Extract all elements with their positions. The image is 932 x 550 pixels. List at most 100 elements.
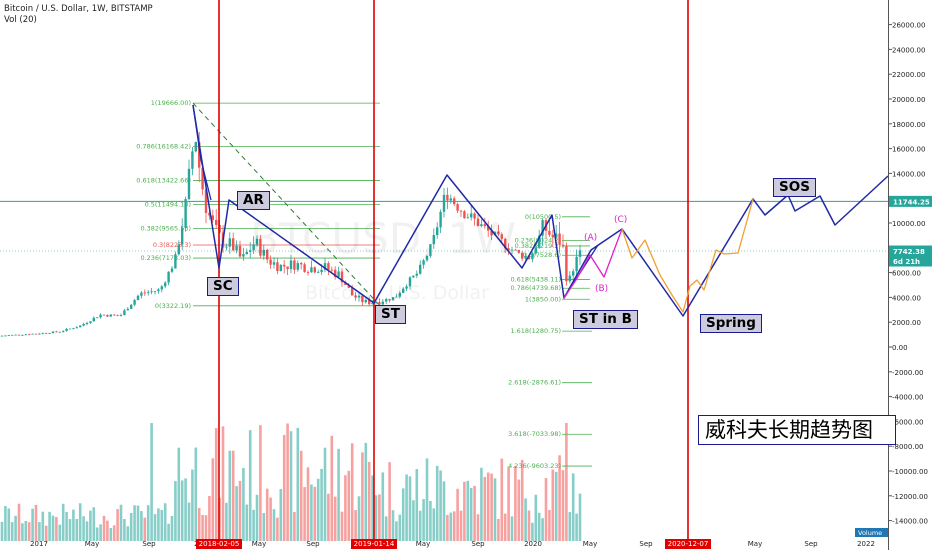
candle-body-18 xyxy=(62,330,65,332)
candle-body-170 xyxy=(578,250,582,257)
volume-bar-69 xyxy=(235,486,238,543)
time-axis-background xyxy=(0,541,888,550)
candle-body-123 xyxy=(419,264,422,274)
candle-body-76 xyxy=(259,238,262,256)
candle-body-161 xyxy=(548,230,551,235)
date-badge-bg-1 xyxy=(351,539,397,549)
volume-bar-152 xyxy=(517,479,521,543)
volume-bar-94 xyxy=(320,468,323,543)
candle-body-85 xyxy=(289,260,293,270)
volume-bar-151 xyxy=(514,465,517,543)
candle-body-115 xyxy=(391,297,395,301)
volume-bar-109 xyxy=(371,475,374,543)
candle-body-57 xyxy=(194,142,197,152)
volume-bar-88 xyxy=(299,450,303,543)
volume-bar-55 xyxy=(187,502,191,543)
candle-body-83 xyxy=(283,264,286,267)
volume-bar-143 xyxy=(486,472,490,543)
price-badge-2: 6d 21h xyxy=(893,258,920,266)
candle-body-125 xyxy=(425,256,429,261)
candle-body-142 xyxy=(483,224,486,227)
volume-bar-78 xyxy=(265,488,269,543)
volume-indicator-label[interactable]: Vol (20) xyxy=(4,15,37,25)
candle-body-122 xyxy=(415,273,418,276)
wave-label-1: (B) xyxy=(595,284,608,294)
time-axis-tick-9: 2020 xyxy=(524,540,542,548)
candle-body-62 xyxy=(211,215,214,220)
candle-body-128 xyxy=(436,227,439,236)
volume-bar-107 xyxy=(364,442,368,543)
wave-labels: (A) (B) (C) xyxy=(584,215,627,294)
volume-bar-24 xyxy=(82,516,85,543)
candle-body-34 xyxy=(116,315,119,317)
volume-bar-168 xyxy=(571,473,575,543)
price-axis-tick-10: 6000.00 xyxy=(892,270,921,278)
volume-bar-128 xyxy=(435,465,439,543)
candle-body-63 xyxy=(215,219,218,225)
volume-bar-14 xyxy=(48,511,51,543)
fib-2018-label-1: 0.786(16168.42) xyxy=(136,143,191,151)
volume-bar-15 xyxy=(51,515,55,543)
price-badge-bg-1 xyxy=(889,245,932,257)
volume-bar-63 xyxy=(214,428,218,543)
candle-body-116 xyxy=(395,296,398,298)
candle-body-162 xyxy=(551,234,554,238)
volume-bar-164 xyxy=(558,455,561,543)
volume-bar-120 xyxy=(408,476,412,543)
candle-body-66 xyxy=(225,246,228,248)
candle-body-108 xyxy=(368,299,371,305)
candle-body-35 xyxy=(119,315,123,316)
volume-bar-122 xyxy=(415,469,419,543)
volume-bar-118 xyxy=(401,488,405,543)
volume-bar-145 xyxy=(493,478,497,543)
price-axis-tick-17: -8000.00 xyxy=(892,443,923,451)
candle-body-157 xyxy=(534,247,537,254)
candle-body-138 xyxy=(470,213,473,218)
volume-bar-96 xyxy=(327,493,330,543)
price-axis-tick-12: 2000.00 xyxy=(892,319,921,327)
candle-body-118 xyxy=(402,288,405,293)
volume-bar-167 xyxy=(568,512,572,543)
volume-bar-46 xyxy=(157,508,160,543)
price-badge-0: 11744.25 xyxy=(893,198,930,206)
volume-bar-162 xyxy=(551,469,555,543)
fib-2020-label-10: 4.236(-9603.23) xyxy=(508,462,561,470)
volume-bar-140 xyxy=(476,514,480,543)
candle-body-46 xyxy=(157,289,160,292)
candle-body-30 xyxy=(102,314,106,316)
time-axis-tick-15: 2022 xyxy=(857,540,875,548)
candle-body-148 xyxy=(504,238,507,249)
candle-body-109 xyxy=(371,302,374,305)
candle-body-87 xyxy=(296,263,299,270)
fib-2020-label-0: 0(10500.5) xyxy=(525,213,561,221)
time-axis-tick-10: May xyxy=(583,540,597,548)
volume-bar-8 xyxy=(27,522,31,543)
volume-bar-153 xyxy=(520,459,524,543)
volume-bar-12 xyxy=(41,511,45,543)
candle-body-48 xyxy=(164,282,167,287)
volume-bar-170 xyxy=(578,493,582,543)
volume-bar-130 xyxy=(442,481,446,543)
candle-body-26 xyxy=(89,321,92,323)
candle-body-136 xyxy=(463,211,466,219)
candle-body-31 xyxy=(106,315,109,317)
candle-body-103 xyxy=(351,287,354,296)
volume-bar-36 xyxy=(123,519,126,543)
volume-bar-27 xyxy=(92,507,96,543)
volume-bar-75 xyxy=(255,494,259,543)
volume-bar-40 xyxy=(136,505,140,543)
candle-body-75 xyxy=(255,238,259,245)
fib-retracement: 1(19666.00) 0.786(16168.42) 0.618(13422.66… xyxy=(136,99,592,470)
wave-label-2: (C) xyxy=(614,215,627,225)
candle-body-36 xyxy=(123,310,126,316)
candle-body-0 xyxy=(0,335,4,337)
volume-bar-106 xyxy=(361,452,364,543)
time-axis-tick-11: Sep xyxy=(639,540,653,548)
candle-body-3 xyxy=(11,334,14,336)
candle-body-141 xyxy=(480,224,483,227)
price-axis-tick-1: 24000.00 xyxy=(892,46,925,54)
volume-bar-110 xyxy=(374,495,378,543)
candle-body-137 xyxy=(466,217,469,219)
candle-body-15 xyxy=(51,331,55,334)
